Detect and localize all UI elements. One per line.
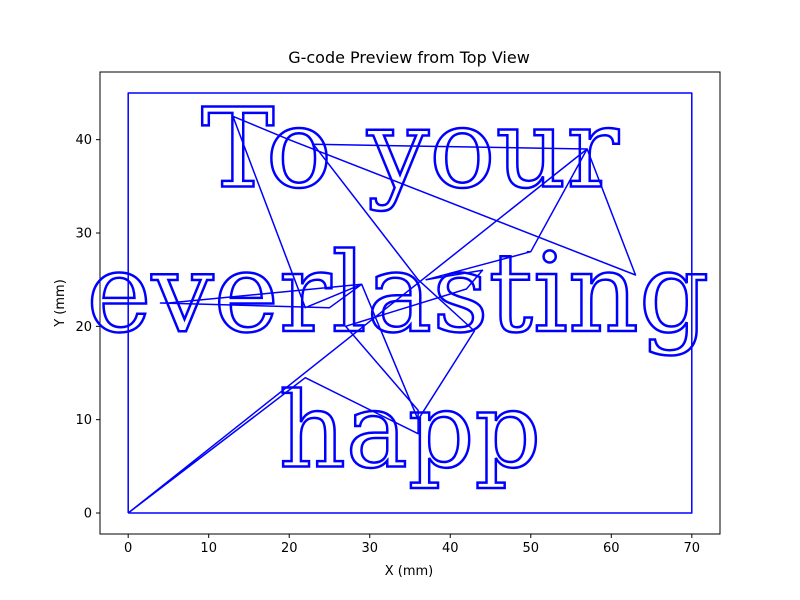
x-tick-label: 50 (523, 541, 540, 556)
y-axis-label: Y (mm) (53, 279, 68, 328)
x-tick-label: 20 (281, 541, 298, 556)
y-tick-label: 40 (75, 133, 92, 148)
toolpath-series-1 (127, 92, 693, 514)
x-tick-label: 30 (361, 541, 378, 556)
y-tick-label: 10 (75, 413, 92, 428)
engraved-text-line: everlasting (87, 229, 710, 357)
y-tick-label: 20 (75, 320, 92, 335)
x-tick-label: 60 (603, 541, 620, 556)
toolpath-series-2 (127, 148, 588, 514)
chart-title: G-code Preview from Top View (288, 48, 530, 67)
y-tick-label: 0 (84, 507, 92, 522)
x-tick-label: 40 (442, 541, 459, 556)
y-tick-label: 30 (75, 227, 92, 242)
x-tick-label: 70 (684, 541, 701, 556)
x-axis-label: X (mm) (385, 564, 434, 579)
x-tick-label: 10 (200, 541, 217, 556)
engraved-text-line: To your (201, 84, 619, 212)
axis-ticks: 0 10 20 30 40 50 60 70 0 10 20 30 40 (75, 133, 700, 556)
toolpath-series-3 (159, 115, 637, 421)
engraved-text-line: happ (279, 369, 541, 491)
plot-frame (99, 71, 721, 535)
x-tick-label: 0 (124, 541, 132, 556)
